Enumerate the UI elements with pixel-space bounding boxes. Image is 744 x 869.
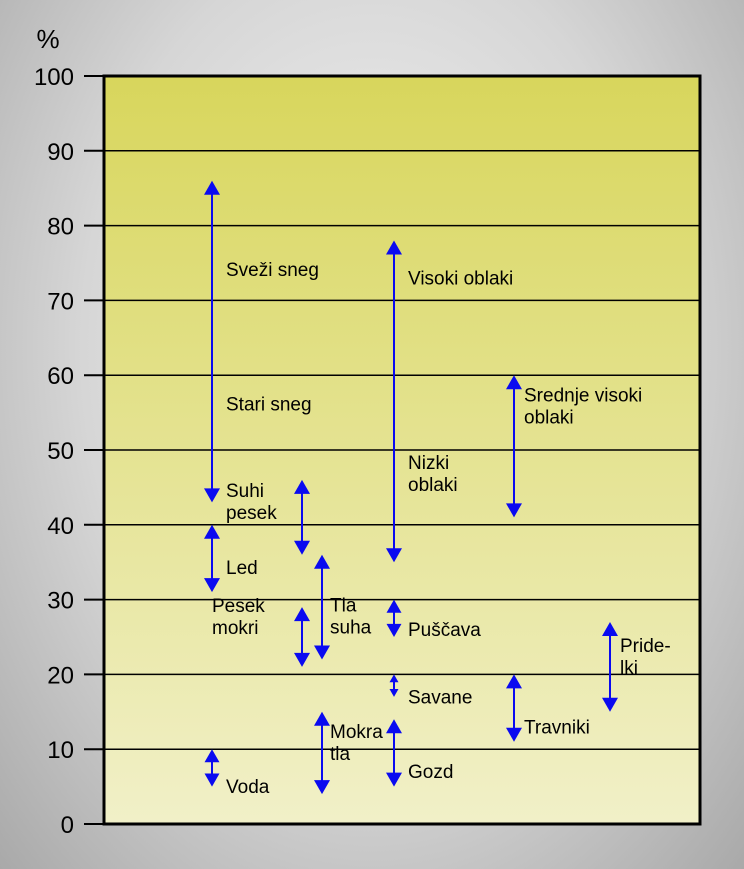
y-tick-label: 90 — [47, 139, 74, 166]
y-tick-label: 60 — [47, 363, 74, 390]
y-tick-label: 40 — [47, 513, 74, 540]
range-min-head — [314, 645, 330, 660]
range-arrow: Sveži sneg Stari sneg — [204, 180, 319, 503]
range-label: lki — [620, 658, 638, 679]
range-label: Mokra — [330, 722, 383, 743]
range-label: Visoki oblaki — [408, 268, 513, 289]
range-max-head — [204, 524, 220, 539]
range-max-head — [204, 180, 220, 195]
range-label: Led — [226, 558, 258, 579]
range-max-head — [386, 719, 402, 734]
range-label: Nizki — [408, 453, 449, 474]
range-max-head — [294, 607, 310, 622]
range-max-head — [386, 599, 402, 613]
y-tick-label: 30 — [47, 588, 74, 615]
range-max-head — [314, 554, 330, 569]
y-tick-label: 70 — [47, 288, 74, 315]
range-label: Puščava — [408, 620, 481, 641]
range-max-head — [386, 240, 402, 255]
range-label: pesek — [226, 503, 277, 524]
y-axis: 0 10 20 30 40 50 60 70 80 90 100 — [34, 64, 104, 839]
range-label: Suhi — [226, 481, 264, 502]
range-arrow: Puščava — [386, 599, 481, 641]
range-label: Sveži sneg — [226, 260, 319, 281]
range-label: suha — [330, 617, 372, 638]
grid-lines — [104, 150, 700, 750]
range-label: oblaki — [408, 475, 458, 496]
range-max-head — [506, 674, 522, 689]
range-max-head — [204, 749, 220, 763]
range-arrow: Voda — [204, 749, 270, 798]
y-axis-unit: % — [36, 24, 59, 54]
y-tick-label: 80 — [47, 214, 74, 241]
y-tick-label: 10 — [47, 737, 74, 764]
range-min-head — [204, 488, 220, 503]
range-max-head — [294, 479, 310, 494]
range-min-head — [389, 688, 399, 697]
range-min-head — [506, 727, 522, 742]
range-arrow: Pride-lki — [602, 622, 671, 712]
range-arrow: Savane — [389, 674, 472, 708]
range-min-head — [386, 548, 402, 563]
range-max-head — [389, 674, 399, 683]
range-label: Pesek — [212, 596, 265, 617]
range-min-head — [386, 623, 402, 637]
range-label: tla — [330, 744, 351, 765]
range-max-head — [314, 711, 330, 726]
y-tick-label: 20 — [47, 662, 74, 689]
y-tick-label: 100 — [34, 64, 74, 91]
range-arrow: Led — [204, 524, 258, 593]
range-label: Gozd — [408, 762, 453, 783]
range-label: Srednje visoki — [524, 386, 642, 407]
range-min-head — [602, 697, 618, 712]
range-label: oblaki — [524, 408, 574, 429]
range-arrow: Gozd — [386, 719, 453, 787]
range-min-head — [204, 578, 220, 593]
range-min-head — [294, 540, 310, 555]
range-min-head — [314, 780, 330, 795]
range-max-head — [506, 375, 522, 390]
range-label: Stari sneg — [226, 395, 312, 416]
range-min-head — [294, 652, 310, 667]
range-min-head — [204, 773, 220, 787]
range-label: Pride- — [620, 636, 671, 657]
range-max-head — [602, 622, 618, 637]
y-tick-label: 0 — [61, 812, 74, 839]
range-label: Tla — [330, 595, 357, 616]
y-tick-label: 50 — [47, 438, 74, 465]
range-min-head — [506, 503, 522, 518]
range-min-head — [386, 772, 402, 787]
range-label: Voda — [226, 777, 270, 798]
range-label: Travniki — [524, 717, 590, 738]
range-arrow: Travniki — [506, 674, 590, 742]
range-label: mokri — [212, 618, 258, 639]
range-label: Savane — [408, 687, 472, 708]
